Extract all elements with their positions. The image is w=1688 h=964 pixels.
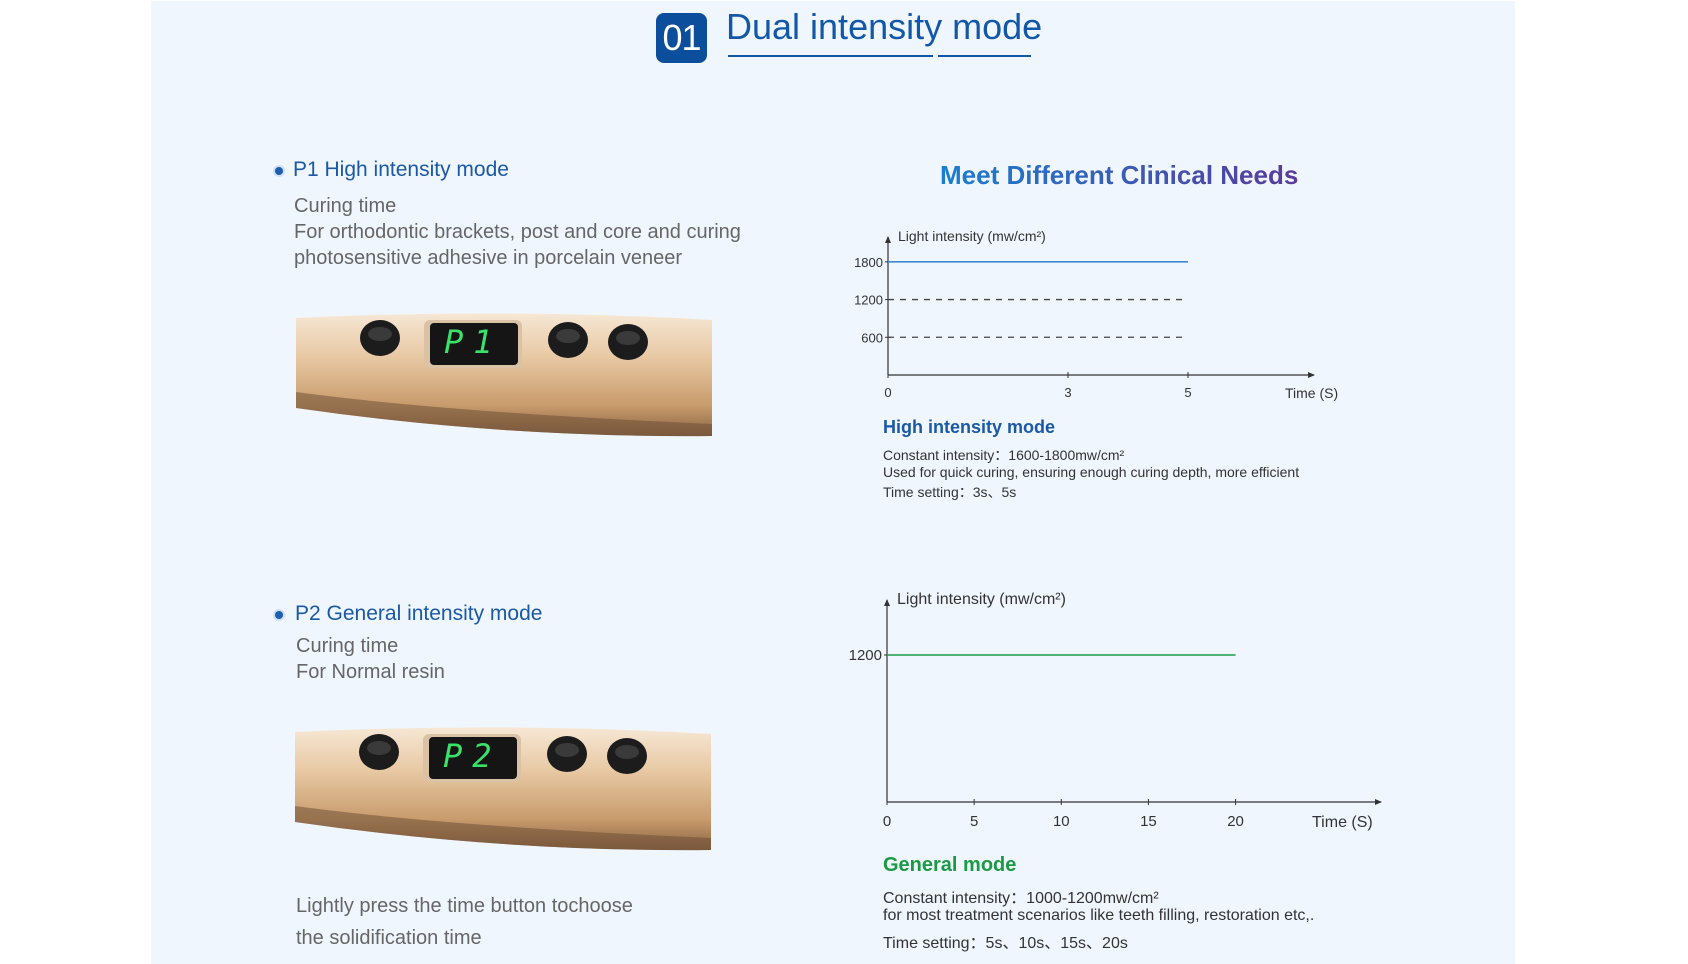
- y-tick-label: 1800: [854, 255, 883, 270]
- p1-desc-line: For orthodontic brackets, post and core …: [294, 221, 741, 243]
- general-intensity-chart: Light intensity (mw/cm²) Time (S) 0 5 10 15 20…: [849, 591, 1382, 831]
- x-tick-label: 15: [1140, 813, 1157, 830]
- high-intensity-chart: Light intensity (mw/cm²) Time (S) 0 3 5 600 12…: [854, 228, 1338, 401]
- y-tick-label: 600: [861, 330, 883, 345]
- bullet-icon: [275, 167, 283, 175]
- chart1-caption-title: High intensity mode: [883, 417, 1056, 437]
- x-tick-label: 0: [883, 813, 891, 830]
- p2-desc-line: For Normal resin: [296, 661, 445, 683]
- y-axis-label: Light intensity (mw/cm²): [897, 591, 1066, 608]
- p1-desc-line: Curing time: [294, 195, 397, 217]
- clinical-needs-heading: Meet Different Clinical Needs: [940, 158, 1300, 201]
- p1-mode-heading: P1 High intensity mode: [293, 158, 509, 181]
- p2-mode-heading: P2 General intensity mode: [295, 602, 543, 625]
- x-tick-label: 10: [1053, 813, 1070, 830]
- x-axis-arrow: [1308, 372, 1315, 378]
- x-axis-label: Time (S): [1312, 814, 1373, 831]
- p2-desc-line: Curing time: [296, 635, 399, 657]
- chart2-caption-line: for most treatment scenarios like teeth …: [883, 907, 1315, 924]
- footer-note-line: Lightly press the time button tochoose: [296, 895, 633, 917]
- y-tick-label: 1200: [854, 293, 883, 308]
- page-title: Dual intensity mode: [726, 6, 1043, 47]
- chart2-caption-line: Constant intensity：1000-1200mw/cm²: [883, 890, 1159, 907]
- x-tick-label: 5: [970, 813, 978, 830]
- section-number-badge: 01: [656, 13, 707, 63]
- y-tick-label: 1200: [849, 647, 882, 664]
- y-axis-arrow: [884, 599, 890, 606]
- x-axis-label: Time (S): [1285, 385, 1338, 401]
- chart1-caption-line: Used for quick curing, ensuring enough c…: [883, 464, 1300, 480]
- chart2-caption-title: General mode: [883, 854, 1017, 876]
- chart1-caption-line: Time setting：3s、5s: [883, 484, 1017, 500]
- handpiece-p1-image: P1: [294, 312, 714, 440]
- title-underline: [938, 55, 1031, 57]
- x-tick-label: 5: [1184, 385, 1191, 400]
- chart2-caption-line: Time setting：5s、10s、15s、20s: [883, 935, 1128, 952]
- x-tick-label: 0: [884, 385, 891, 400]
- y-axis-arrow: [885, 236, 891, 243]
- mode-display-p2: P2: [443, 737, 502, 775]
- p1-desc-line: photosensitive adhesive in porcelain ven…: [294, 247, 683, 269]
- handpiece-p2-image: P2: [293, 726, 713, 854]
- mode-display-p1: P1: [444, 323, 503, 361]
- chart1-caption-line: Constant intensity：1600-1800mw/cm²: [883, 447, 1125, 463]
- x-tick-label: 3: [1064, 385, 1071, 400]
- footer-note-line: the solidification time: [296, 927, 482, 949]
- title-underline: [728, 55, 933, 57]
- clinical-needs-heading-text: Meet Different Clinical Needs: [940, 160, 1298, 190]
- x-axis-arrow: [1375, 799, 1382, 805]
- y-axis-label: Light intensity (mw/cm²): [898, 228, 1046, 244]
- x-tick-label: 20: [1227, 813, 1244, 830]
- bullet-icon: [275, 611, 283, 619]
